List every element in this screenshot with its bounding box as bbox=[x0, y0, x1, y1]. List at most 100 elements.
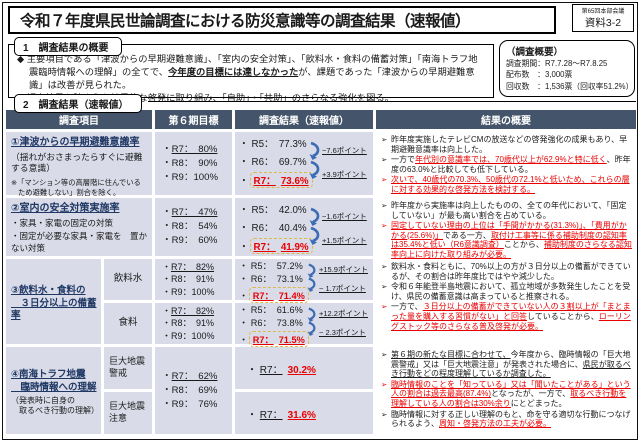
result-line: ・ R5： 57.2% bbox=[239, 261, 303, 271]
summary-bullet: ➢ 昨年度実施したテレビCMの放送などの啓発強化の成果もあり、早期避難意識率は向上… bbox=[381, 135, 628, 154]
summary-bullet: ➢ 飲料水・食料ともに、70%以上の方が３日分以上の備蓄ができているが、その割合は… bbox=[381, 262, 631, 281]
target-line: ・R7： 82% bbox=[162, 305, 215, 316]
result-line: ・ R5： 61.6% bbox=[239, 305, 303, 315]
row1-result-cell: ・ R5： 77.3% ・ R6： 69.7% ・ R7： 73.6% −7.6ポイント … bbox=[235, 132, 373, 195]
bullet-arrow-icon: ➢ bbox=[381, 409, 388, 419]
section2-rule bbox=[148, 101, 636, 102]
row4-summary-cell: ➢ 第６期の新たな目標に合わせて、今年度から、臨時情報の「巨大地震警戒」又は「巨大… bbox=[376, 347, 636, 434]
bullet-arrow-icon: ➢ bbox=[381, 379, 388, 389]
bullet-arrow-icon: ➢ bbox=[381, 282, 388, 292]
results-table: 調査項目 第６期目標 調査結果（速報値） 結果の概要 ①津波からの早期避難意識率… bbox=[6, 110, 636, 434]
row1-item-cell: ①津波からの早期避難意識率 （揺れがおさまったらすぐに避難する意識） ※「マンシ… bbox=[6, 132, 152, 197]
row1-result-lines: ・ R5： 77.3% ・ R6： 69.7% ・ R7： 73.6% bbox=[239, 136, 373, 190]
trend-arrow-icon bbox=[307, 277, 316, 292]
row2-result-lines: ・ R5： 42.0% ・ R6： 40.4% ・ R7： 41.9% bbox=[239, 202, 373, 256]
bullet-arrow-icon: ➢ bbox=[381, 155, 388, 165]
result-line: ・ R7： 71.5% bbox=[239, 330, 373, 347]
summary-bullet: ➢ 令和６年能登半島地震において、孤立地域が多数発生したことを受け、県民の備蓄意識… bbox=[381, 282, 631, 301]
survey-overview-title: （調査概要） bbox=[506, 47, 564, 58]
row4-item-title-line2: 臨時情報への理解 bbox=[11, 381, 97, 393]
summary-bullet: ➢ 第６期の新たな目標に合わせて、今年度から、臨時情報の「巨大地震警戒」又は「巨大… bbox=[381, 350, 631, 379]
row3-item-title-line1: ③飲料水・食料の bbox=[11, 285, 86, 297]
row4-item-cell: ④南海トラフ地震 臨時情報への理解 （発表時に自身の 取るべき行動の理解） bbox=[6, 347, 101, 434]
row4-result-cell-chui: ・ R7： 31.6% bbox=[235, 392, 373, 434]
row4-sub-chui: 巨大地震 注意 bbox=[104, 392, 152, 434]
result-line: ・ R7： 71.4% bbox=[239, 286, 373, 303]
section1-heading: 1 調査結果の概要 bbox=[14, 37, 122, 56]
row3-result-lines-food: ・ R5： 61.6% ・ R6： 73.8% ・ R7： 71.5% bbox=[239, 304, 373, 347]
bullet-arrow-icon: ➢ bbox=[381, 262, 388, 271]
result-line: ・ R7： 41.9% bbox=[239, 238, 373, 256]
result-line: ・ R5： 77.3% bbox=[239, 139, 307, 150]
text-line: 回収数 ：1,536票（回収率51.2%） bbox=[506, 81, 634, 91]
summary-bullet: ➢ 次いで、40歳代の70.3%、50歳代の72.1%と低いため、これらの層に対す… bbox=[381, 175, 630, 194]
target-line: ・R9： 60% bbox=[162, 235, 218, 246]
row1-item-desc: （揺れがおさまったらすぐに避難する意識） bbox=[11, 151, 143, 173]
reference-label: 第65回本部会議 資料3-2 bbox=[572, 4, 634, 32]
target-line: ・R8： 91% bbox=[162, 274, 215, 285]
row4-target-cell: ・R7： 62% ・R8： 69% ・R9： 76% bbox=[155, 347, 232, 434]
trend-arrow-icon bbox=[307, 307, 316, 322]
result-line: ・ R6： 40.4% bbox=[239, 223, 307, 234]
result-line: ・ R6： 73.1% bbox=[239, 274, 303, 285]
target-line: ・R8： 91% bbox=[162, 318, 215, 329]
text-line: ・固定が必要な家具・家電を 置かない対策 bbox=[11, 231, 148, 254]
column-header-item: 調査項目 bbox=[6, 110, 152, 129]
result-line: ・ R7： 30.2% bbox=[247, 364, 316, 376]
summary-bullet: ➢ 臨時情報に対する正しい理解のもと、命を守る適切な行動につなげられるよう、周知・… bbox=[381, 409, 631, 429]
row4-item-title-line1: ④南海トラフ地震 bbox=[11, 369, 86, 381]
column-header-target: 第６期目標 bbox=[155, 110, 232, 129]
trend-arrow-icon bbox=[307, 263, 316, 278]
summary-bullet: ➢ 臨時情報のことを「知っている」又は「聞いたことがある」という人の割合は過去最高… bbox=[381, 379, 631, 408]
bullet-arrow-icon: ➢ bbox=[381, 221, 388, 231]
row2-diff-1: −1.6ポイント bbox=[322, 212, 367, 221]
column-header-result: 調査結果（速報値） bbox=[235, 110, 373, 129]
row3-result-lines-water: ・ R5： 57.2% ・ R6： 73.1% ・ R7： 71.4% bbox=[239, 260, 373, 303]
target-line: ・R8： 69% bbox=[162, 384, 218, 396]
result-line: ・ R7： 73.6% bbox=[239, 172, 373, 190]
row3-sub-drinking-water: 飲料水 bbox=[104, 259, 152, 300]
target-line: ・R9：100% bbox=[162, 286, 215, 297]
row4-result-lines-keikai: ・ R7： 30.2% bbox=[247, 361, 316, 376]
target-line: ・R8： 90% bbox=[162, 157, 218, 169]
trend-arrow-icon bbox=[309, 141, 320, 160]
text-line: 配布数 ：3,000票 bbox=[506, 70, 573, 80]
target-line: ・R9：100% bbox=[162, 330, 215, 341]
overview-bullet-1: ◆ 主要項目である「津波からの早期避難意識」、「室内の安全対策」、「飲料水・食料… bbox=[17, 54, 478, 91]
survey-overview-lines: 調査期間：R7.7.28～R7.8.25 配布数 ：3,000票 回収数 ：1,53… bbox=[506, 58, 634, 92]
row4-item-desc: （発表時に自身の 取るべき行動の理解） bbox=[11, 395, 99, 416]
row2-target-cell: ・R7： 47% ・R8： 54% ・R9： 60% bbox=[155, 198, 232, 256]
result-line: ・ R5： 42.0% bbox=[239, 205, 307, 216]
row4-sub-keikai: 巨大地震 警戒 bbox=[104, 347, 152, 389]
trend-arrow-icon bbox=[309, 160, 320, 179]
row2-diff-2: +1.5ポイント bbox=[322, 236, 367, 245]
bullet-arrow-icon: ➢ bbox=[381, 135, 388, 144]
row3-diff-food-1: +12.2ポイント bbox=[319, 309, 368, 318]
section1-summary-box: ◆ 主要項目である「津波からの早期避難意識」、「室内の安全対策」、「飲料水・食料… bbox=[8, 44, 494, 103]
target-line: ・R8： 54% bbox=[162, 221, 218, 232]
row3-result-cell-water: ・ R5： 57.2% ・ R6： 73.1% ・ R7： 71.4% +15.9ポイント… bbox=[235, 259, 373, 303]
target-line: ・R7： 47% bbox=[162, 207, 218, 218]
page-title: 令和７年度県民世論調査における防災意識等の調査結果（速報値） bbox=[8, 6, 556, 34]
row3-sub-food: 食料 bbox=[104, 303, 152, 344]
bullet-arrow-icon: ➢ bbox=[381, 302, 388, 312]
result-line: ・ R6： 69.7% bbox=[239, 157, 307, 168]
result-line: ・ R7： 31.6% bbox=[247, 409, 316, 421]
section2-heading: 2 調査結果（速報値） bbox=[14, 94, 142, 113]
row3-diff-water-1: +15.9ポイント bbox=[319, 265, 368, 274]
row2-summary-cell: ➢ 昨年度から実施率は向上したものの、全ての年代において、「固定していない」が最も… bbox=[376, 198, 636, 259]
row1-diff-2: +3.9ポイント bbox=[322, 170, 367, 179]
column-header-summary: 結果の概要 bbox=[376, 110, 636, 129]
target-line: ・R7： 62% bbox=[162, 370, 218, 382]
row1-target-cell: ・R7： 80% ・R8： 90% ・R9：100% bbox=[155, 132, 232, 195]
bullet-arrow-icon: ➢ bbox=[381, 201, 388, 210]
text-line: ・家具・家電の固定の対策 bbox=[11, 217, 114, 228]
row1-diff-1: −7.6ポイント bbox=[322, 146, 367, 155]
row4-result-cell-keikai: ・ R7： 30.2% bbox=[235, 347, 373, 389]
row3-item-title-line2: ３日分以上の備蓄率 bbox=[11, 297, 97, 322]
row3-result-cell-food: ・ R5： 61.6% ・ R6： 73.8% ・ R7： 71.5% +12.2ポイント… bbox=[235, 303, 373, 347]
document-number: 資料3-2 bbox=[584, 17, 622, 29]
row4-result-lines-chui: ・ R7： 31.6% bbox=[247, 406, 316, 421]
summary-bullet: ➢ 固定していない理由の上位は「手間がかかる(31.3%)」、「費用がかかる(25… bbox=[381, 221, 632, 259]
